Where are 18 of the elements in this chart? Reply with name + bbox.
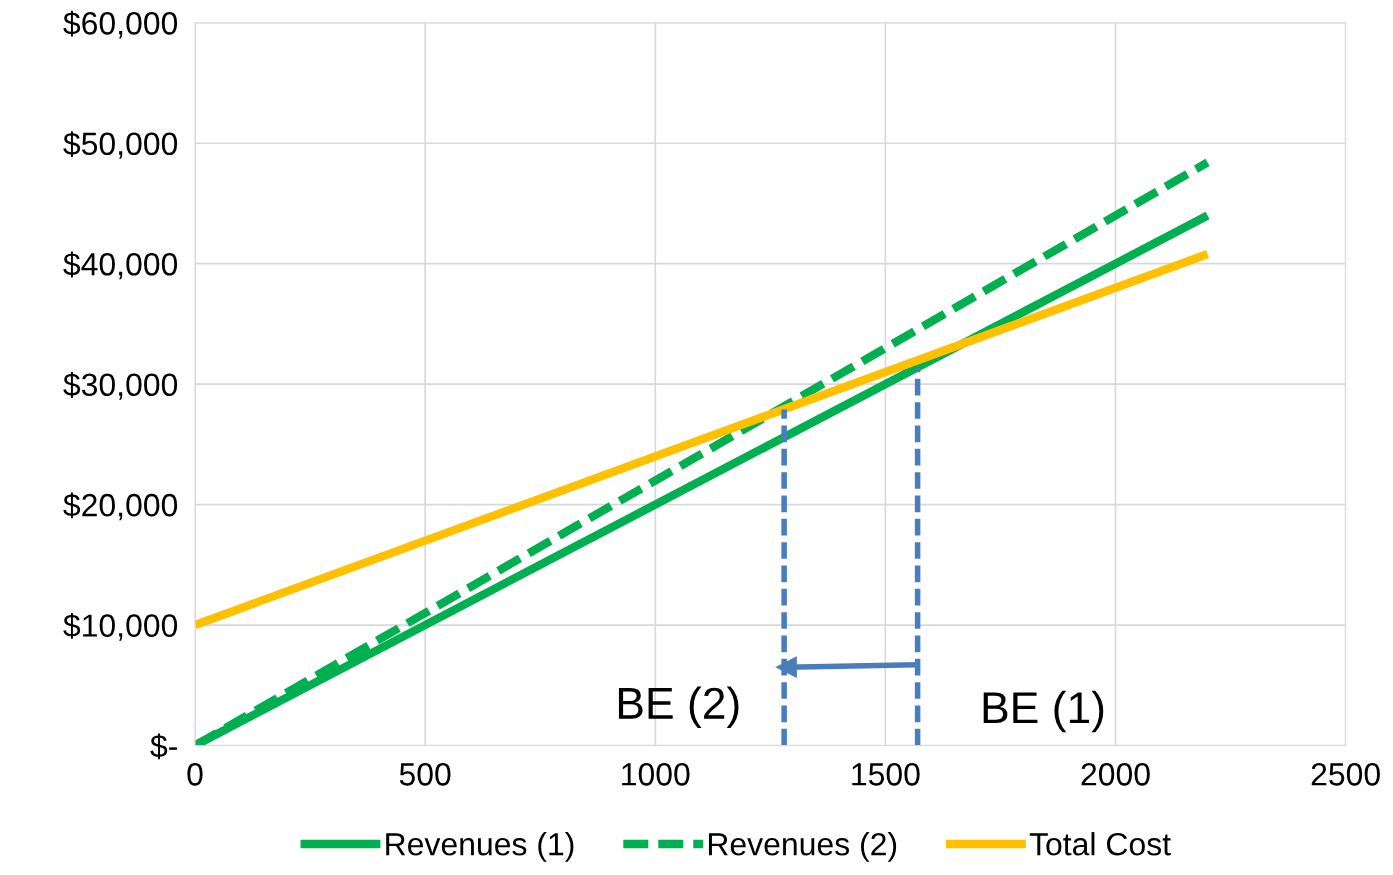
y-tick-label: $20,000 [63,492,178,521]
y-tick-label: $30,000 [63,372,178,400]
y-tick-label: $40,000 [63,251,178,280]
x-tick-label: 500 [399,763,451,786]
y-tick-label: $60,000 [63,10,178,39]
x-tick-label: 2500 [1311,763,1380,786]
annotation: BE (1) [983,690,1104,733]
x-tick-label: 1500 [852,763,920,786]
annotation: BE (2) [618,686,739,728]
legend-label: Revenues (2) [708,832,897,862]
x-tick-label: 0 [187,763,203,786]
x-tick-label: 1000 [622,763,690,786]
x-tick-label: 2000 [1081,763,1150,786]
legend-label: Total Cost [1029,832,1171,856]
y-tick-label: $10,000 [63,612,178,641]
y-tick-label: $50,000 [63,131,178,159]
legend-label: Revenues (1) [386,832,574,862]
y-tick-label: $- [150,733,177,760]
